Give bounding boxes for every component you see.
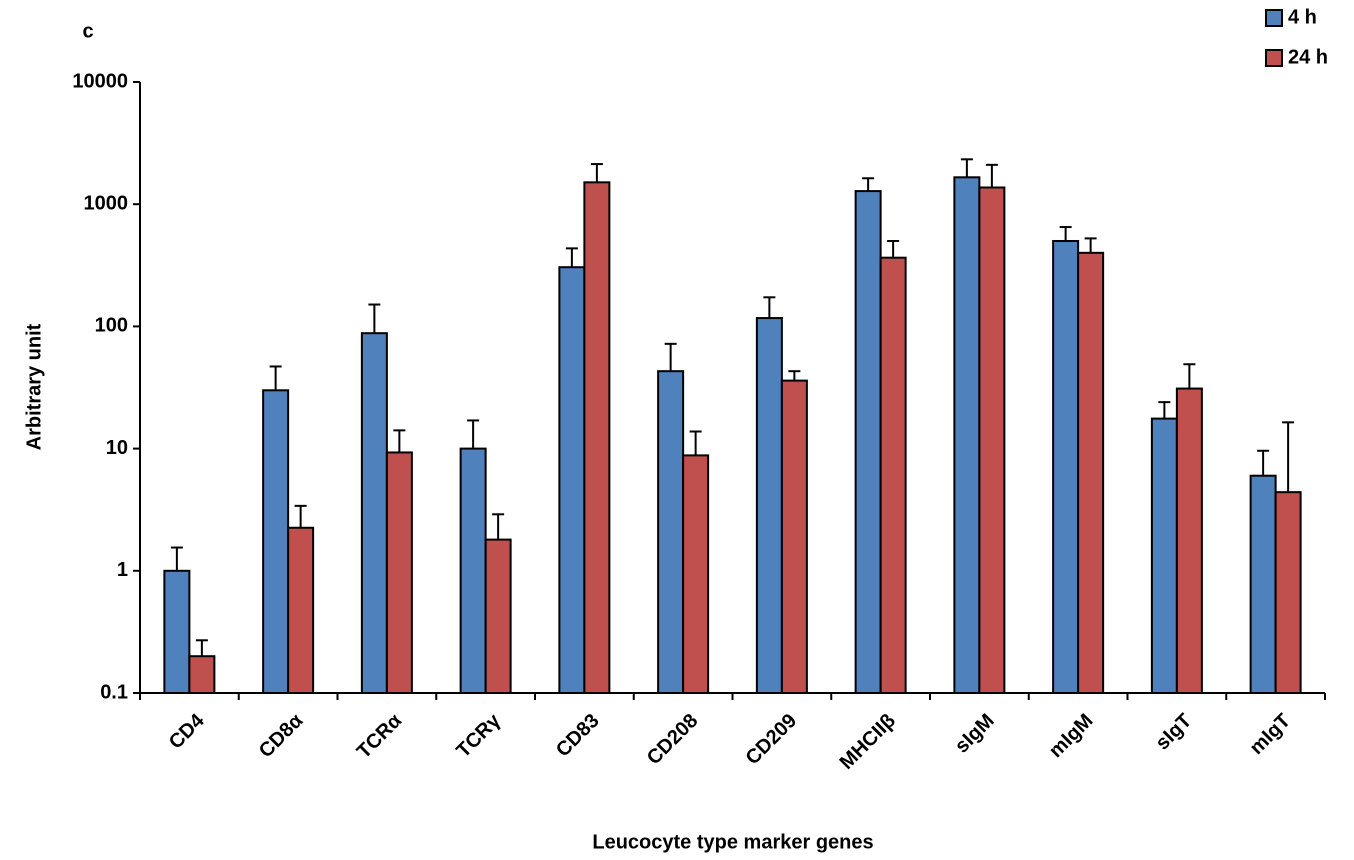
bar [262, 389, 290, 694]
bar [755, 317, 783, 694]
bar [854, 190, 882, 694]
bar [459, 447, 487, 694]
bar [1274, 491, 1302, 694]
x-tick-label: CD83 [552, 710, 604, 762]
x-tick-label: CD4 [165, 709, 209, 753]
x-tick-label: TCRα [353, 709, 407, 763]
x-tick-label: sIgT [1152, 710, 1197, 755]
x-axis-title: Leucocyte type marker genes [592, 831, 873, 853]
legend-swatch [1265, 9, 1283, 27]
y-tick-label: 10 [106, 437, 128, 459]
y-tick-label: 0.1 [100, 681, 128, 703]
x-tick-label: CD8α [255, 709, 308, 762]
x-tick-label: mIgM [1045, 710, 1097, 762]
bar [657, 370, 685, 694]
x-tick-label: CD208 [643, 710, 703, 770]
y-tick-label: 10000 [72, 70, 128, 92]
bar [188, 655, 216, 694]
x-tick-label: CD209 [742, 710, 802, 770]
bar [1249, 474, 1277, 695]
y-tick-label: 1000 [84, 192, 129, 214]
bar [385, 451, 413, 694]
x-tick-label: sIgM [951, 710, 999, 758]
x-tick-label: TCRγ [452, 709, 505, 762]
bar [484, 538, 512, 695]
x-tick-label: mIgT [1246, 710, 1295, 759]
bar [1052, 239, 1080, 694]
x-tick-label: MHCIIβ [836, 710, 900, 774]
bar [1175, 387, 1203, 694]
bar [780, 379, 808, 694]
legend-swatch [1265, 49, 1283, 67]
legend-label: 4 h [1288, 6, 1317, 28]
bar [1150, 417, 1178, 694]
y-axis-title: Arbitrary unit [23, 323, 45, 450]
legend-label: 24 h [1288, 46, 1328, 68]
bar [953, 176, 981, 694]
bar [583, 181, 611, 694]
bar [978, 186, 1006, 695]
bar [163, 569, 191, 694]
y-tick-label: 100 [95, 315, 128, 337]
bar [879, 256, 907, 694]
bar [360, 332, 388, 694]
bar [287, 526, 315, 695]
bar [1077, 251, 1105, 694]
panel-label: c [82, 20, 93, 42]
bar [558, 266, 586, 694]
bar [682, 454, 710, 694]
y-tick-label: 1 [117, 559, 128, 581]
